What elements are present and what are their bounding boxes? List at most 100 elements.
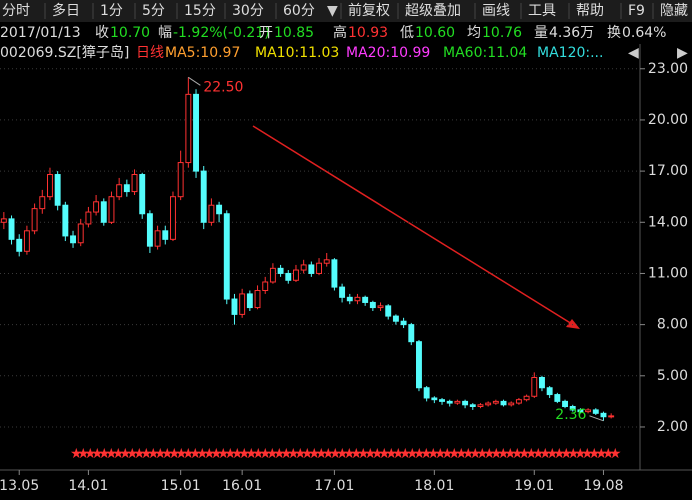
quote-date: 2017/01/13 (0, 25, 81, 41)
quote-value: 10.60 (415, 25, 455, 41)
toolbar-button[interactable]: 1分 (100, 3, 123, 19)
toolbar-button[interactable]: 画线 (482, 3, 510, 19)
signal-mark: ★ (322, 446, 335, 462)
signal-mark: ★ (581, 446, 594, 462)
dropdown-icon[interactable]: ▼ (327, 3, 338, 19)
ma-legend: MA120:... (537, 45, 603, 61)
signal-mark: ★ (399, 446, 412, 462)
signal-mark: ★ (203, 446, 216, 462)
y-tick-label: 2.00 (657, 419, 688, 435)
prev-icon[interactable]: ◀ (628, 45, 639, 61)
candle-body (316, 262, 322, 274)
candle-body (231, 298, 238, 315)
signal-mark: ★ (602, 446, 615, 462)
toolbar-button[interactable]: 60分 (283, 3, 315, 19)
toolbar-button[interactable]: 30分 (232, 3, 264, 19)
x-tick-label: 19.01 (514, 478, 554, 494)
candle-body (131, 174, 138, 193)
signal-mark: ★ (70, 446, 83, 462)
signal-mark: ★ (525, 446, 538, 462)
quote-value: 10.85 (274, 25, 314, 41)
candle-body (308, 264, 315, 274)
candle-body (70, 235, 76, 244)
signal-mark: ★ (182, 446, 195, 462)
candle-body (331, 259, 338, 288)
signal-mark: ★ (448, 446, 461, 462)
candle-body (293, 269, 299, 281)
x-tick-label: 19.08 (583, 478, 623, 494)
y-tick-label: 14.00 (648, 214, 688, 230)
candle-body (77, 223, 84, 244)
signal-mark: ★ (455, 446, 468, 462)
signal-mark: ★ (546, 446, 559, 462)
signal-mark: ★ (161, 446, 174, 462)
candle-body (562, 400, 568, 408)
quote-label: 均 (467, 25, 481, 41)
toolbar-button[interactable]: F9 (628, 3, 645, 19)
signal-mark: ★ (504, 446, 517, 462)
candle-body (531, 377, 538, 397)
annotation-label: 2.36 (555, 407, 586, 423)
candle-body (431, 397, 438, 401)
signal-mark: ★ (119, 446, 132, 462)
signal-mark: ★ (175, 446, 188, 462)
signal-mark: ★ (329, 446, 342, 462)
annotation-label: 22.50 (203, 79, 243, 95)
x-tick-label: 14.01 (68, 478, 108, 494)
candle-body (492, 400, 499, 404)
x-tick-label: 17.01 (314, 478, 354, 494)
symbol: 002069.SZ[獐子岛] (0, 45, 129, 61)
toolbar-button[interactable]: 分时 (2, 3, 30, 19)
toolbar-button[interactable]: 超级叠加 (405, 3, 461, 19)
candle-body (54, 174, 61, 206)
next-icon[interactable]: ▶ (677, 45, 688, 61)
signal-mark: ★ (273, 446, 286, 462)
quote-value: 4.36万 (549, 25, 594, 41)
signal-mark: ★ (385, 446, 398, 462)
candle-body (469, 404, 476, 408)
signal-mark: ★ (210, 446, 223, 462)
quote-value: 10.76 (482, 25, 522, 41)
candle-body (100, 201, 107, 223)
candle-body (277, 267, 284, 274)
signal-mark: ★ (532, 446, 545, 462)
toolbar-button[interactable]: 前复权 (348, 2, 390, 19)
period: 日线 (136, 45, 164, 61)
candle-body (162, 230, 169, 240)
toolbar-button[interactable]: 15分 (184, 3, 216, 19)
candle-body (216, 204, 223, 215)
candle-body (377, 305, 384, 309)
candle-body (108, 196, 115, 223)
toolbar-button[interactable]: 多日 (52, 2, 80, 19)
candle-body (339, 286, 346, 298)
candle-body (554, 394, 561, 402)
toolbar-button[interactable]: 工具 (528, 3, 556, 19)
toolbar-button[interactable]: 5分 (142, 3, 165, 19)
toolbar (0, 0, 692, 22)
signal-mark: ★ (189, 446, 202, 462)
trend-arrow (252, 125, 573, 325)
signal-mark: ★ (434, 446, 447, 462)
signal-mark: ★ (315, 446, 328, 462)
candle-body (485, 402, 492, 406)
signal-mark: ★ (350, 446, 363, 462)
signal-mark: ★ (266, 446, 279, 462)
candle-body (47, 174, 53, 198)
candle-body (362, 296, 369, 303)
candle-body (39, 196, 46, 210)
candle-body (423, 387, 430, 399)
signal-mark: ★ (105, 446, 118, 462)
candle-body (592, 409, 599, 414)
signal-mark: ★ (420, 446, 433, 462)
candle-body (585, 409, 592, 413)
toolbar-button[interactable]: 帮助 (576, 3, 604, 19)
x-tick-label: 16.01 (222, 478, 262, 494)
signal-mark: ★ (511, 446, 524, 462)
candle-body (239, 293, 246, 315)
candle-body (385, 305, 392, 317)
candle-body (400, 320, 407, 326)
toolbar-button[interactable]: 隐藏 (660, 3, 688, 19)
quote-label: 量 (534, 25, 548, 41)
candle-body (16, 238, 23, 252)
signal-mark: ★ (518, 446, 531, 462)
